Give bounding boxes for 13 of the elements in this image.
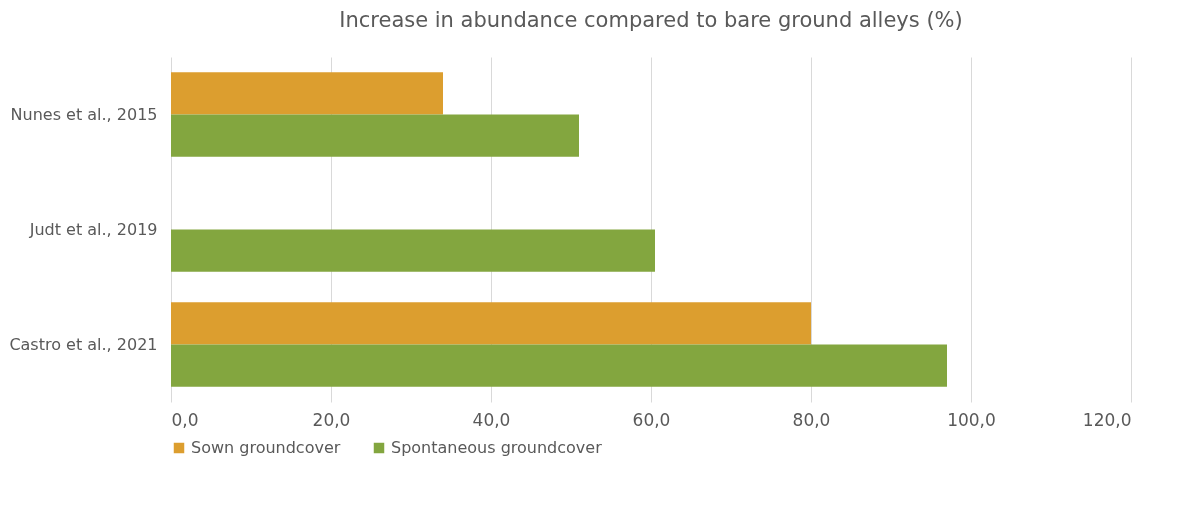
legend-label: Spontaneous groundcover: [391, 438, 603, 457]
x-tick-label: 100,0: [947, 409, 996, 430]
x-tick-label: 120,0: [1082, 409, 1132, 430]
chart-title: Increase in abundance compared to bare ground alleys (%): [339, 8, 963, 32]
y-tick-label: Judt et al., 2019: [28, 219, 158, 239]
x-tick-label: 20,0: [312, 409, 351, 430]
x-tick-label: 60,0: [632, 409, 671, 430]
x-tick-label: 80,0: [792, 409, 831, 430]
y-tick-label: Castro et al., 2021: [9, 334, 158, 354]
x-tick-label: 0,0: [171, 409, 199, 430]
y-tick-label: Nunes et al., 2015: [10, 104, 158, 124]
legend-label: Sown groundcover: [191, 438, 341, 457]
x-tick-label: 40,0: [472, 409, 511, 430]
